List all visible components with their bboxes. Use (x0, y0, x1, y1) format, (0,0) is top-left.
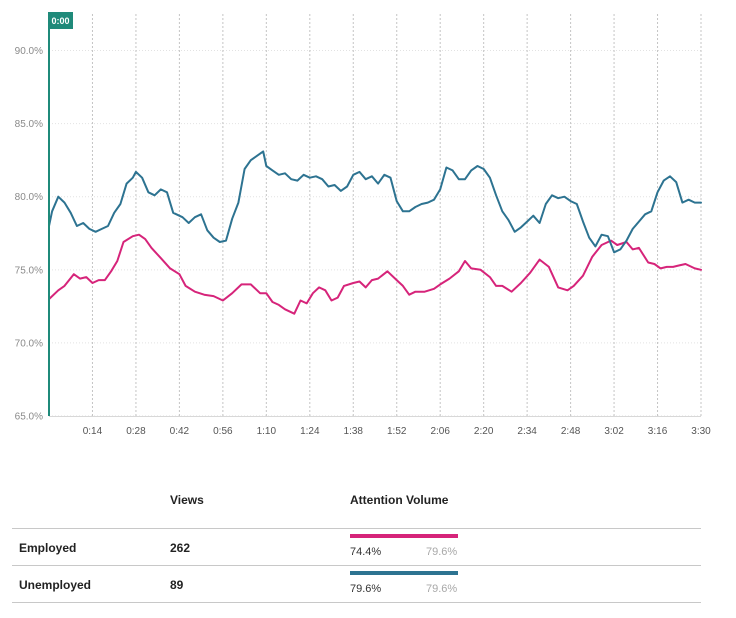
attention-value: 79.6% (350, 583, 382, 595)
x-tick-label: 2:20 (474, 426, 494, 437)
y-axis-ticks: 65.0% 70.0% 75.0% 80.0% 85.0% 90.0% (15, 46, 43, 422)
segment-name: Employed (19, 541, 77, 555)
stats-header-row: Views Attention Volume (12, 486, 701, 529)
y-tick-label: 65.0% (15, 412, 43, 423)
stats-row-employed[interactable]: Employed 262 74.4% 79.6% (12, 529, 701, 566)
x-tick-label: 1:52 (387, 426, 407, 437)
x-tick-label: 1:10 (257, 426, 277, 437)
y-tick-label: 70.0% (15, 338, 43, 349)
playhead-label: 0:00 (51, 16, 69, 26)
chart-series (48, 150, 702, 315)
x-tick-label: 3:30 (691, 426, 711, 437)
x-tick-label: 0:42 (170, 426, 190, 437)
x-tick-label: 3:02 (604, 426, 624, 437)
attention-bar (350, 534, 458, 538)
segment-name: Unemployed (19, 578, 92, 592)
attention-average: 79.6% (426, 583, 458, 595)
attention-value: 74.4% (350, 546, 382, 558)
x-tick-label: 1:38 (344, 426, 364, 437)
segment-views: 89 (170, 578, 184, 592)
y-tick-label: 90.0% (15, 46, 43, 57)
x-tick-label: 0:56 (213, 426, 233, 437)
attention-bar (350, 571, 458, 575)
playhead-badge (48, 12, 73, 29)
x-tick-label: 2:34 (517, 426, 537, 437)
x-tick-label: 0:28 (126, 426, 146, 437)
segment-stats-table: Views Attention Volume Employed 262 74.4… (12, 486, 701, 603)
x-tick-label: 1:24 (300, 426, 320, 437)
attention-average: 79.6% (426, 546, 458, 558)
x-tick-label: 0:14 (83, 426, 103, 437)
series-line-unemployed (48, 150, 702, 254)
x-tick-label: 2:06 (430, 426, 450, 437)
stats-row-unemployed[interactable]: Unemployed 89 79.6% 79.6% (12, 566, 701, 603)
attention-line-chart: 65.0%70.0%75.0%80.0%85.0%90.0% 0:14 0:28 0… (15, 12, 711, 437)
x-axis-ticks: 0:14 0:28 0:42 0:56 1:10 1:24 1:38 1:52 2:06 2:20… (83, 426, 711, 437)
views-column-header: Views (170, 493, 204, 507)
segment-views: 262 (170, 541, 191, 555)
series-line-employed (48, 233, 702, 315)
y-tick-label: 80.0% (15, 192, 43, 203)
playhead[interactable]: 0:00 (48, 12, 73, 416)
y-tick-label: 85.0% (15, 119, 43, 130)
x-tick-label: 3:16 (648, 426, 668, 437)
attention-volume-column-header: Attention Volume (350, 493, 449, 507)
x-tick-label: 2:48 (561, 426, 581, 437)
y-tick-label: 75.0% (15, 265, 43, 276)
chart-gridlines (49, 14, 702, 417)
